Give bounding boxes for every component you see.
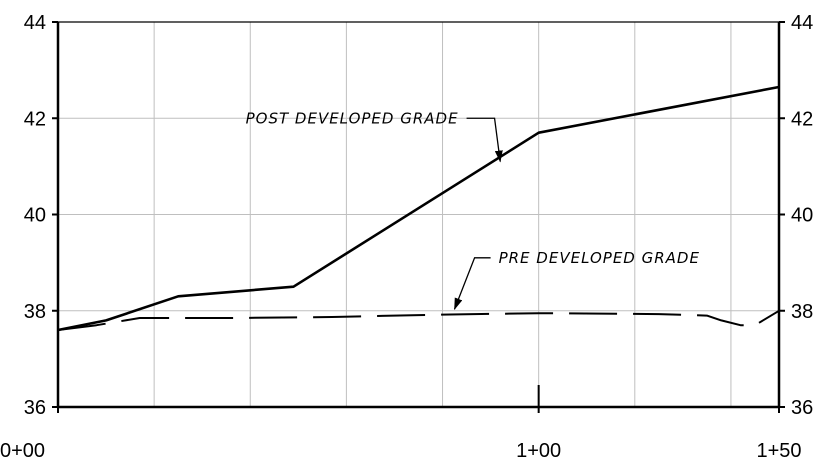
tick-labels: 36 36 38 38 40 40 42 42 44 44 0+00 1+00 1+50 (0, 12, 813, 462)
pre-developed-leader-line (453, 257, 491, 311)
pre-developed-grade-label: PRE DEVELOPED GRADE (499, 249, 700, 267)
left-y-tick-label: 42 (24, 108, 46, 130)
x-tick-label: 0+00 (0, 440, 45, 462)
grid (58, 22, 779, 407)
grade-lines (57, 85, 780, 332)
pre-developed-grade-line (57, 309, 780, 331)
x-tick-label: 1+00 (516, 440, 561, 462)
left-y-tick-label: 40 (24, 205, 46, 227)
post-developed-grade-label: POST DEVELOPED GRADE (246, 109, 459, 127)
left-y-tick-label: 36 (24, 397, 46, 419)
post-developed-leader-line (466, 117, 503, 163)
post-developed-grade-line (57, 85, 780, 332)
right-y-tick-label: 40 (791, 205, 813, 227)
annotations: POST DEVELOPED GRADE PRE DEVELOPED GRADE (246, 109, 700, 311)
x-tick-label: 1+50 (756, 440, 801, 462)
left-y-tick-label: 38 (24, 301, 46, 323)
right-y-tick-label: 38 (791, 301, 813, 323)
left-y-tick-label: 44 (24, 12, 46, 34)
right-y-tick-label: 36 (791, 397, 813, 419)
plot-frame (52, 21, 785, 413)
right-y-tick-label: 44 (791, 12, 813, 34)
right-y-tick-label: 42 (791, 108, 813, 130)
